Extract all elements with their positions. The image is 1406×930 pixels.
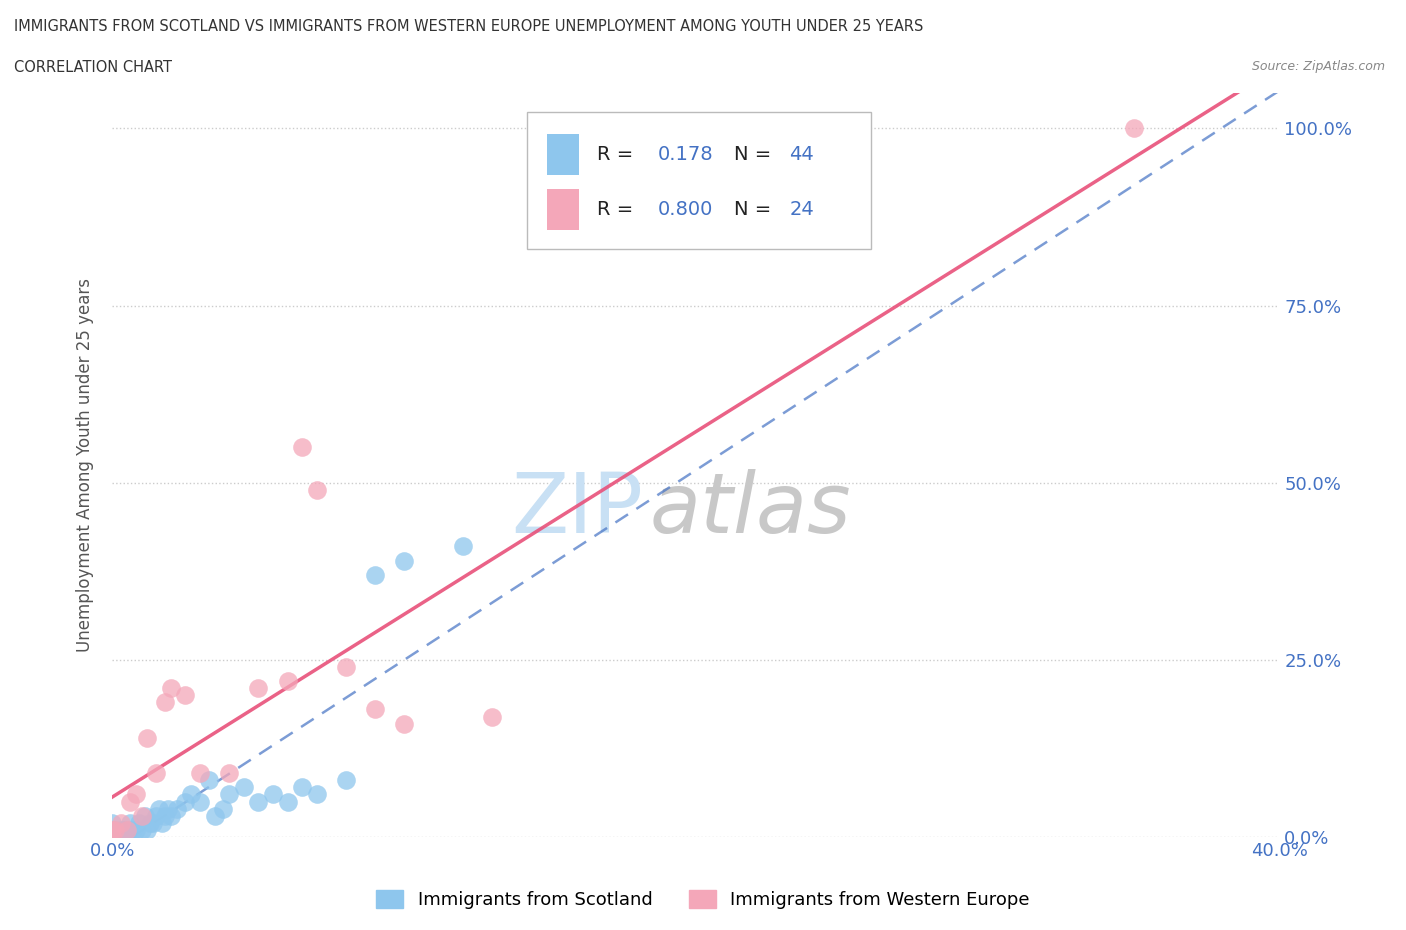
Point	[145, 765, 167, 780]
Point	[305, 483, 328, 498]
Text: ZIP: ZIP	[512, 469, 644, 551]
Text: R =: R =	[596, 145, 633, 164]
Point	[112, 822, 135, 837]
Point	[115, 830, 138, 844]
Text: N =: N =	[734, 145, 772, 164]
Point	[276, 673, 298, 688]
Text: 44: 44	[789, 145, 814, 164]
Point	[115, 822, 138, 837]
Text: CORRELATION CHART: CORRELATION CHART	[14, 60, 172, 75]
Point	[364, 702, 387, 717]
Point	[142, 816, 165, 830]
Point	[148, 802, 170, 817]
Point	[153, 695, 176, 710]
Point	[451, 539, 474, 554]
Point	[160, 808, 183, 823]
Text: atlas: atlas	[650, 469, 851, 551]
Point	[115, 822, 138, 837]
Text: 0.178: 0.178	[658, 145, 713, 164]
Point	[204, 808, 226, 823]
Point	[247, 794, 270, 809]
Point	[188, 794, 211, 809]
Text: R =: R =	[596, 200, 633, 219]
Text: N =: N =	[734, 200, 772, 219]
Point	[118, 816, 141, 830]
Point	[262, 787, 284, 802]
Point	[305, 787, 328, 802]
Point	[218, 765, 240, 780]
Point	[136, 822, 159, 837]
Point	[247, 681, 270, 696]
Point	[232, 780, 254, 795]
Text: Source: ZipAtlas.com: Source: ZipAtlas.com	[1251, 60, 1385, 73]
Text: 0.800: 0.800	[658, 200, 713, 219]
Point	[335, 659, 357, 674]
Point	[481, 709, 503, 724]
Point	[101, 830, 124, 844]
Point	[101, 830, 124, 844]
Point	[101, 822, 124, 837]
Point	[139, 816, 162, 830]
Point	[174, 794, 197, 809]
Point	[276, 794, 298, 809]
Point	[291, 780, 314, 795]
Point	[174, 688, 197, 703]
Point	[180, 787, 202, 802]
Point	[394, 716, 416, 731]
Point	[136, 730, 159, 745]
Point	[291, 440, 314, 455]
Point	[122, 822, 145, 837]
Y-axis label: Unemployment Among Youth under 25 years: Unemployment Among Youth under 25 years	[76, 278, 94, 652]
Point	[150, 816, 173, 830]
Point	[131, 822, 153, 837]
Point	[134, 808, 156, 823]
Point	[101, 816, 124, 830]
FancyBboxPatch shape	[547, 189, 579, 230]
Point	[156, 802, 179, 817]
Point	[197, 773, 219, 788]
Point	[101, 830, 124, 844]
Point	[118, 794, 141, 809]
Legend: Immigrants from Scotland, Immigrants from Western Europe: Immigrants from Scotland, Immigrants fro…	[368, 883, 1038, 916]
Text: IMMIGRANTS FROM SCOTLAND VS IMMIGRANTS FROM WESTERN EUROPE UNEMPLOYMENT AMONG YO: IMMIGRANTS FROM SCOTLAND VS IMMIGRANTS F…	[14, 19, 924, 33]
Point	[107, 830, 129, 844]
Point	[104, 822, 127, 837]
Point	[153, 808, 176, 823]
Point	[145, 808, 167, 823]
Point	[160, 681, 183, 696]
Point	[1122, 121, 1144, 136]
Point	[131, 808, 153, 823]
Point	[188, 765, 211, 780]
Point	[212, 802, 235, 817]
Point	[104, 830, 127, 844]
Point	[364, 567, 387, 582]
Point	[218, 787, 240, 802]
Point	[110, 816, 132, 830]
FancyBboxPatch shape	[527, 112, 870, 249]
Point	[125, 787, 148, 802]
Point	[125, 822, 148, 837]
Point	[104, 822, 127, 837]
Point	[335, 773, 357, 788]
Point	[128, 816, 150, 830]
FancyBboxPatch shape	[547, 134, 579, 175]
Point	[110, 822, 132, 837]
Point	[394, 553, 416, 568]
Text: 24: 24	[789, 200, 814, 219]
Point	[101, 822, 124, 837]
Point	[166, 802, 188, 817]
